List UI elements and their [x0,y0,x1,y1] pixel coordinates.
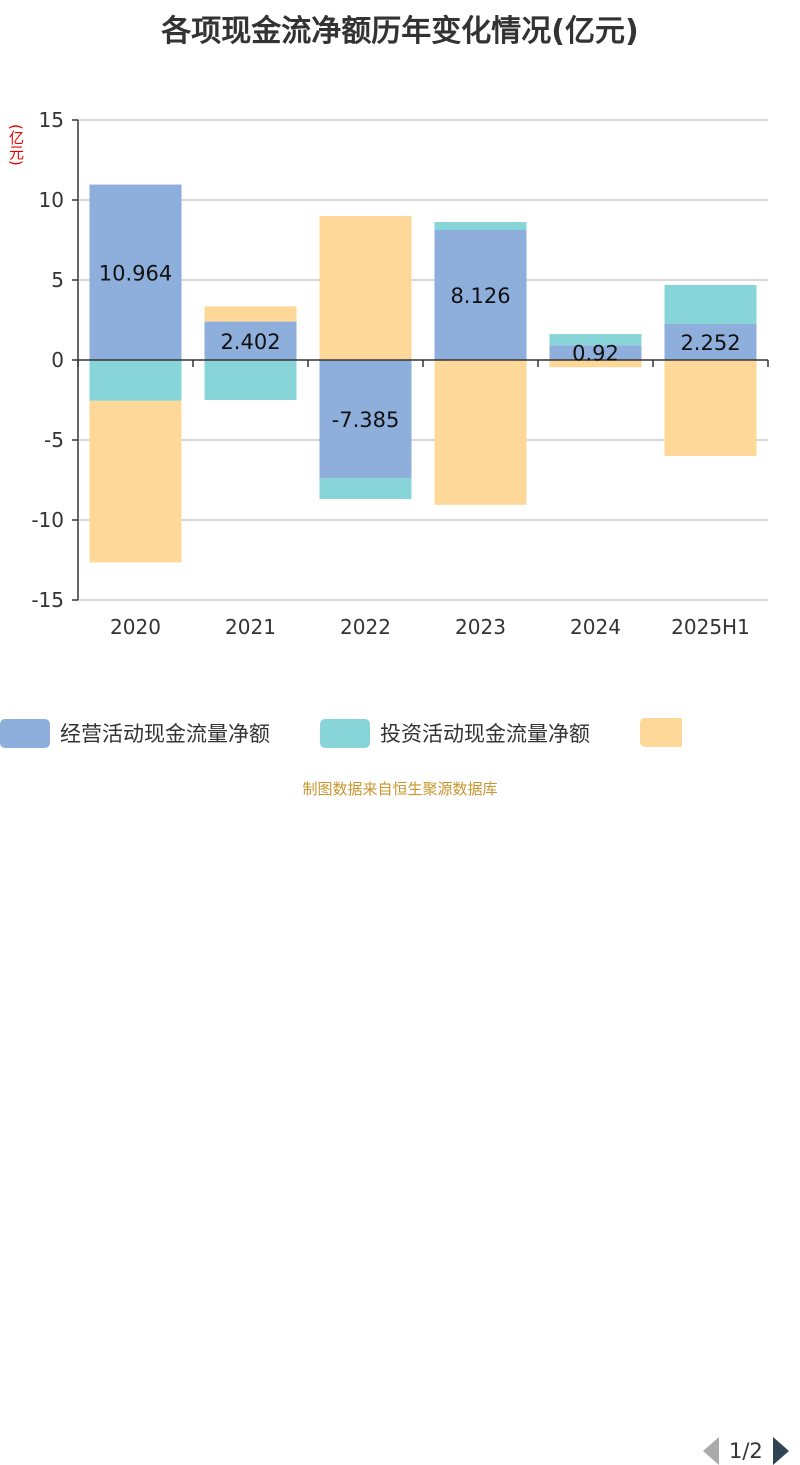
bar-series2-2024 [549,360,642,368]
bar-series2-2025H1 [664,360,757,456]
bar-series1-2025H1 [664,284,757,324]
chart-plot: 15 10 5 0 -5 -10 -15 2020 2021 2022 2023 2024 2025H1… [31,108,769,639]
bar-series0-2025H1 [664,323,757,360]
legend-item-investing[interactable]: 投资活动现金流量净额 [320,718,590,748]
y-tick-label: 10 [39,188,64,212]
x-tick-label: 2024 [570,615,621,639]
data-label: 10.964 [99,261,172,285]
data-label: -7.385 [332,408,400,432]
source-note: 制图数据来自恒生聚源数据库 [302,780,498,798]
data-label: 0.92 [572,342,619,366]
bar-series2-2021 [204,306,297,322]
legend-item-financing[interactable] [640,718,682,747]
bar-series1-2022 [319,478,412,499]
bar-series2-2020 [89,400,182,563]
y-tick-label: -15 [31,588,64,612]
bar-series0-2020 [89,184,182,360]
legend-page-indicator: 1/2 [729,1439,763,1463]
chart-title: 各项现金流净额历年变化情况(亿元) [161,14,639,49]
legend: 经营活动现金流量净额 投资活动现金流量净额 1/2 [0,718,800,1465]
legend-swatch [320,718,370,748]
legend-item-operating[interactable]: 经营活动现金流量净额 [0,718,270,748]
data-label: 2.252 [680,331,740,355]
x-tick-label: 2023 [455,615,506,639]
y-axis-unit: (亿元) [7,124,25,166]
x-tick-label: 2021 [225,615,276,639]
legend-label: 经营活动现金流量净额 [60,722,270,746]
bar-series1-2021 [204,360,297,400]
bar-series1-2024 [549,334,642,346]
x-tick-label: 2025H1 [671,615,750,639]
bar-series0-2023 [434,229,527,360]
bar-series1-2020 [89,360,182,401]
y-tick-label: -10 [31,508,64,532]
bar-series0-2024 [549,345,642,360]
prev-page-icon[interactable] [703,1437,719,1465]
legend-pager: 1/2 [703,1437,789,1465]
x-tick-label: 2022 [340,615,391,639]
legend-swatch [0,718,50,748]
bar-series0-2022 [319,360,412,479]
y-tick-label: -5 [44,428,64,452]
bar-series1-2023 [434,221,527,230]
y-tick-label: 0 [51,348,64,372]
legend-swatch [640,718,682,747]
legend-label: 投资活动现金流量净额 [380,722,590,746]
data-label: 8.126 [450,284,510,308]
bar-series2-2022 [319,216,412,360]
y-tick-label: 15 [39,108,64,132]
data-label: 2.402 [220,330,280,354]
bar-series0-2021 [204,321,297,360]
x-tick-label: 2020 [110,615,161,639]
y-tick-label: 5 [51,268,64,292]
next-page-icon[interactable] [772,1437,789,1465]
bar-series2-2023 [434,360,527,505]
